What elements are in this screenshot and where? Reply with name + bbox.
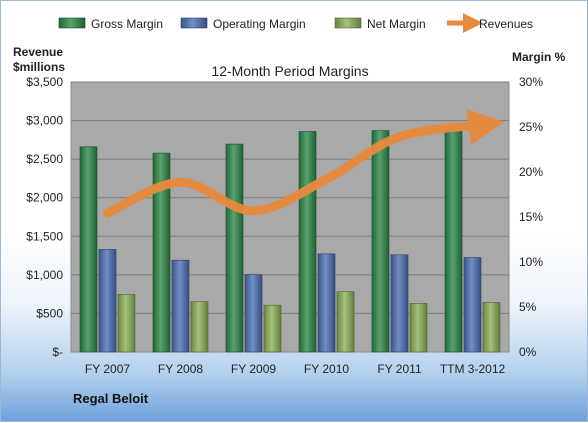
left-tick-label: $2,500 (26, 152, 63, 166)
right-tick-label: 5% (519, 300, 537, 314)
bar-gross-margin (444, 130, 463, 353)
left-tick-label: $1,000 (26, 268, 63, 282)
legend-label: Revenues (479, 17, 533, 31)
legend-swatch-gross-margin (58, 17, 86, 29)
bar-gross-margin (152, 152, 171, 353)
left-tick-label: $- (52, 345, 63, 359)
left-axis-label-line2: $millions (13, 60, 65, 74)
category-label: FY 2010 (304, 362, 349, 376)
bar-operating-margin (463, 257, 482, 353)
bar-gross-margin (79, 146, 98, 353)
category-label: TTM 3-2012 (440, 362, 506, 376)
left-tick-label: $2,000 (26, 191, 63, 205)
left-tick-label: $3,000 (26, 114, 63, 128)
bar-operating-margin (317, 253, 336, 353)
bar-net-margin (190, 301, 209, 353)
left-tick-label: $3,500 (26, 75, 63, 89)
bar-operating-margin (244, 274, 263, 353)
right-tick-label: 15% (519, 210, 543, 224)
left-tick-label: $1,500 (26, 229, 63, 243)
category-label: FY 2009 (231, 362, 276, 376)
chart-title: 12-Month Period Margins (211, 63, 368, 79)
right-tick-label: 0% (519, 345, 537, 359)
bar-gross-margin (298, 131, 317, 353)
bar-gross-margin (225, 143, 244, 353)
company-name: Regal Beloit (73, 391, 149, 406)
bar-net-margin (263, 304, 282, 353)
right-tick-label: 30% (519, 75, 543, 89)
right-tick-label: 20% (519, 165, 543, 179)
right-tick-label: 25% (519, 120, 543, 134)
right-axis-label: Margin % (512, 50, 566, 64)
right-tick-label: 10% (519, 255, 543, 269)
bar-net-margin (336, 291, 355, 353)
legend-label: Operating Margin (213, 17, 306, 31)
left-axis-label-line1: Revenue (13, 45, 63, 59)
legend-swatch-operating-margin (180, 17, 208, 29)
category-label: FY 2007 (85, 362, 130, 376)
bar-net-margin (117, 294, 136, 353)
legend-label: Gross Margin (91, 17, 163, 31)
bar-net-margin (482, 302, 501, 353)
left-tick-label: $500 (36, 306, 63, 320)
bar-gross-margin (371, 130, 390, 353)
bar-operating-margin (171, 259, 190, 353)
legend-label: Net Margin (367, 17, 426, 31)
category-label: FY 2011 (377, 362, 422, 376)
bar-operating-margin (390, 254, 409, 353)
category-label: FY 2008 (158, 362, 203, 376)
bar-net-margin (409, 303, 428, 353)
legend-swatch-net-margin (334, 17, 362, 29)
bar-operating-margin (98, 249, 117, 353)
plot-area (70, 81, 510, 353)
revenues-line (103, 109, 505, 218)
